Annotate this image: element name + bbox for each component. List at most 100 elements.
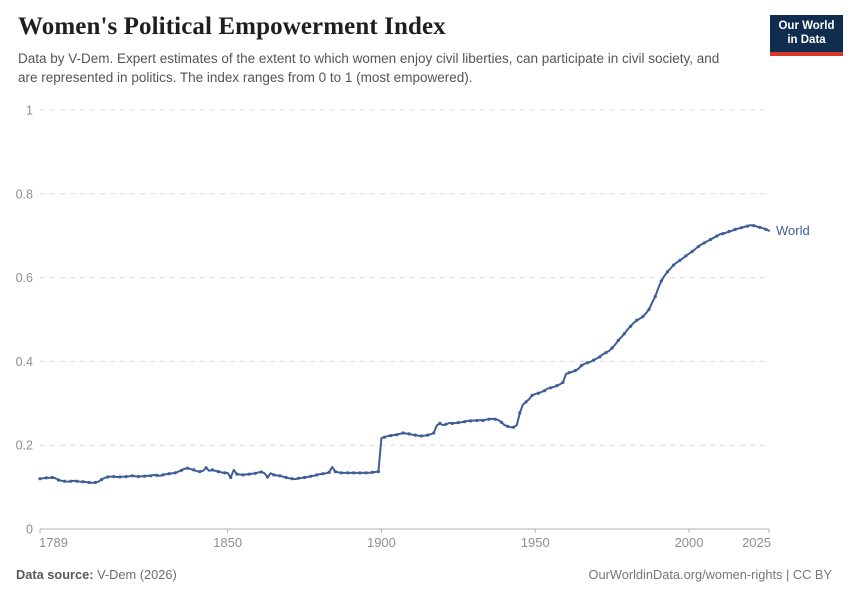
series-point [573, 369, 577, 373]
series-point [622, 332, 627, 336]
series-point [272, 473, 276, 477]
series-point [161, 473, 165, 477]
series-point [462, 420, 467, 424]
series-point [665, 270, 670, 274]
series-point [702, 241, 707, 245]
series-point [715, 234, 719, 238]
x-axis-tick-label: 1789 [39, 535, 68, 550]
series-point [69, 479, 73, 483]
series-point [167, 472, 171, 476]
series-point [610, 346, 614, 350]
series-point [444, 422, 448, 426]
series-point [536, 391, 540, 395]
series-point [333, 470, 337, 474]
series-point [407, 432, 411, 436]
series-point [247, 472, 251, 476]
series-point [709, 237, 713, 242]
y-axis-tick-label: 0.6 [16, 271, 33, 285]
series-point [653, 294, 657, 299]
series-point [469, 419, 473, 423]
owid-logo: Our World in Data [770, 15, 843, 56]
series-point [438, 421, 442, 425]
x-axis-tick-label: 1850 [213, 535, 242, 550]
series-point [579, 364, 584, 368]
series-point [118, 475, 122, 479]
series-point [112, 475, 116, 479]
series-point [493, 417, 497, 421]
series-point [302, 475, 307, 480]
series-point [487, 417, 491, 421]
credit-line: OurWorldinData.org/women-rights | CC BY [588, 567, 832, 582]
series-point [63, 479, 67, 483]
series-point [524, 400, 528, 404]
chart-subtitle: Data by V-Dem. Expert estimates of the e… [18, 51, 720, 86]
series-point [99, 478, 104, 482]
y-axis-tick-label: 0.8 [16, 187, 33, 201]
y-axis-tick-label: 0 [26, 523, 33, 537]
series-point [598, 355, 602, 359]
series-line-world [39, 224, 770, 484]
series-point [198, 470, 202, 474]
x-axis-tick-label: 2000 [675, 535, 704, 550]
series-point [186, 466, 190, 470]
x-axis-tick-label: 1900 [367, 535, 396, 550]
series-point [339, 471, 343, 475]
series-point [426, 433, 430, 437]
series-point [44, 476, 48, 480]
series-point [130, 474, 134, 478]
chart-header: Women's Political Empowerment Index Data… [18, 12, 758, 87]
series-point [592, 358, 596, 362]
series-point [752, 224, 756, 228]
series-point [210, 468, 214, 472]
series-point [678, 258, 682, 262]
series-point [690, 250, 694, 254]
series-point [721, 232, 725, 236]
series-point [376, 470, 380, 474]
x-axis-tick-label: 1950 [521, 535, 550, 550]
series-point [296, 476, 300, 480]
series-point [327, 470, 331, 474]
series-point [499, 420, 503, 424]
owid-logo-line1: Our World [778, 20, 835, 32]
series-point [505, 424, 510, 428]
series-label-world: World [776, 223, 810, 238]
series-point [764, 227, 768, 231]
series-point [758, 225, 762, 229]
data-source-value: V-Dem (2026) [93, 567, 177, 582]
series-point [616, 338, 620, 342]
series-point [542, 389, 547, 393]
series-point [696, 245, 700, 249]
series-point [530, 393, 534, 397]
series-point [50, 475, 54, 480]
series-point [672, 263, 676, 267]
series-point [727, 229, 731, 234]
series-point [641, 315, 645, 319]
series-point [81, 480, 85, 484]
series-point [223, 471, 227, 475]
series-point [235, 472, 239, 476]
series-point [413, 433, 417, 437]
series-point [259, 470, 264, 474]
series-point [389, 434, 393, 438]
series-point [75, 479, 79, 483]
series-point [481, 418, 485, 423]
series-point [179, 468, 184, 472]
series-point [290, 477, 294, 481]
series-point [192, 468, 196, 472]
series-point [56, 478, 61, 482]
series-point [567, 371, 571, 375]
series-point [659, 279, 663, 283]
series-point [173, 471, 177, 475]
series-point [635, 318, 639, 322]
y-axis-tick-label: 0.2 [16, 439, 33, 453]
series-point [382, 435, 387, 439]
x-axis-tick-label: 2025 [742, 535, 771, 550]
series-point [352, 471, 356, 475]
y-axis-tick-label: 0.4 [16, 355, 33, 369]
series-point [216, 470, 220, 474]
series-point [561, 380, 565, 384]
series-point [266, 475, 270, 479]
series-point [253, 471, 257, 475]
data-source-label: Data source: [16, 567, 94, 582]
series-point [278, 474, 282, 478]
